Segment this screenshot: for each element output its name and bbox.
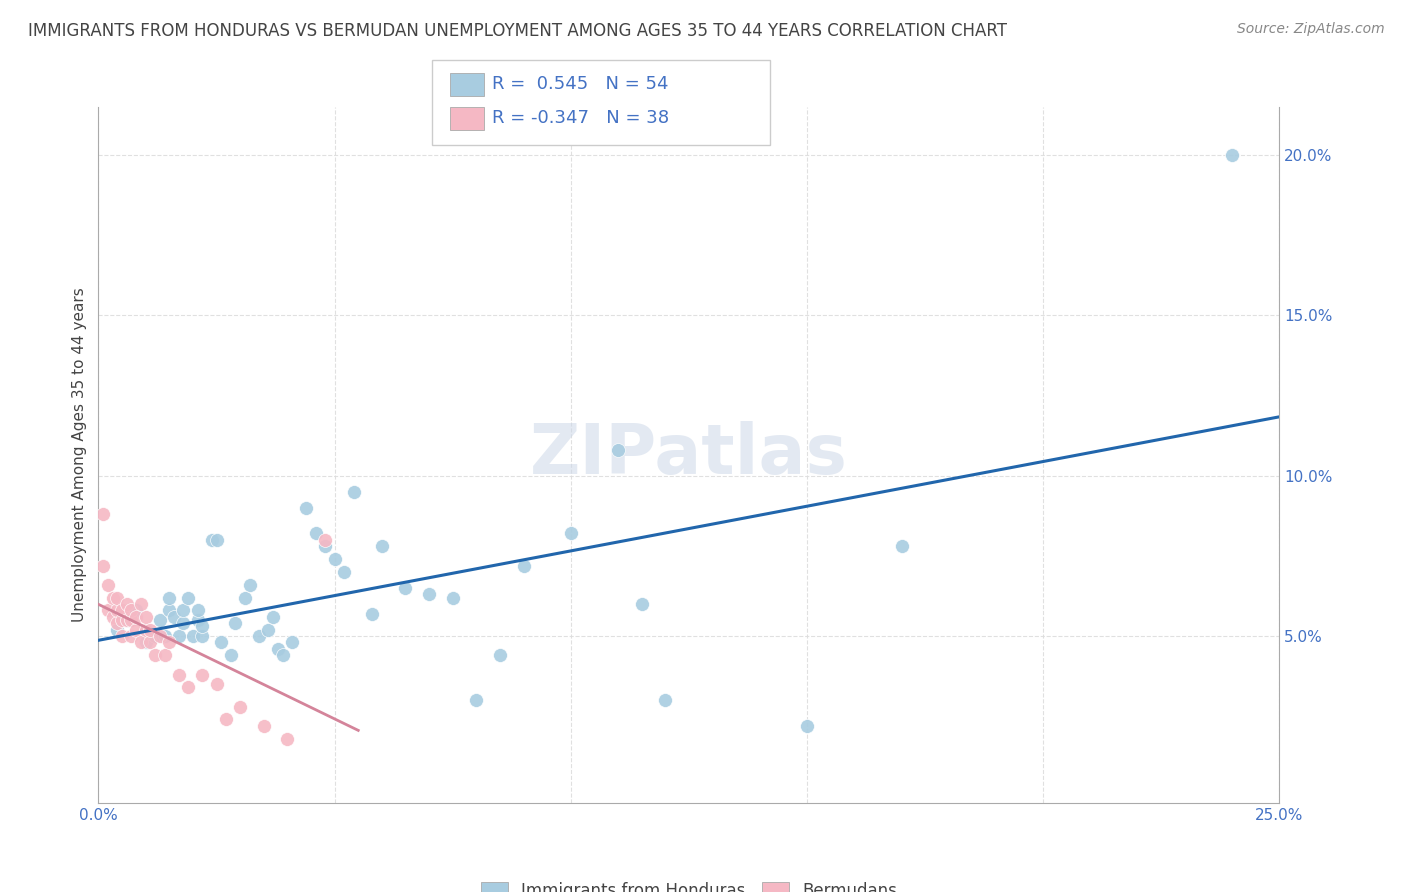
- Point: [115, 613, 138, 627]
- Point: [201, 533, 224, 547]
- Point: [342, 484, 364, 499]
- Point: [143, 648, 166, 663]
- Point: [215, 713, 238, 727]
- Point: [512, 558, 534, 573]
- Point: [115, 613, 138, 627]
- Point: [281, 635, 304, 649]
- Point: [105, 623, 128, 637]
- Point: [267, 641, 290, 656]
- Text: IMMIGRANTS FROM HONDURAS VS BERMUDAN UNEMPLOYMENT AMONG AGES 35 TO 44 YEARS CORR: IMMIGRANTS FROM HONDURAS VS BERMUDAN UNE…: [28, 22, 1007, 40]
- Point: [177, 681, 200, 695]
- Point: [187, 613, 209, 627]
- Point: [314, 533, 336, 547]
- Point: [257, 623, 280, 637]
- Point: [560, 526, 582, 541]
- Point: [167, 667, 190, 681]
- Point: [219, 648, 242, 663]
- Point: [91, 507, 114, 521]
- Point: [129, 635, 152, 649]
- Point: [630, 597, 652, 611]
- Point: [121, 613, 143, 627]
- Point: [305, 526, 328, 541]
- Point: [97, 603, 120, 617]
- Point: [129, 597, 152, 611]
- Point: [97, 578, 120, 592]
- Point: [361, 607, 384, 621]
- Point: [121, 603, 143, 617]
- Point: [224, 616, 246, 631]
- Point: [191, 629, 214, 643]
- Point: [205, 533, 228, 547]
- Point: [172, 616, 194, 631]
- Point: [187, 603, 209, 617]
- Point: [157, 603, 180, 617]
- Point: [91, 558, 114, 573]
- Point: [247, 629, 270, 643]
- Point: [489, 648, 512, 663]
- Point: [153, 629, 176, 643]
- Point: [394, 581, 416, 595]
- Point: [111, 603, 134, 617]
- Point: [205, 677, 228, 691]
- Point: [253, 719, 276, 733]
- Point: [323, 552, 346, 566]
- Point: [135, 635, 157, 649]
- Point: [105, 616, 128, 631]
- Text: ZIPatlas: ZIPatlas: [530, 421, 848, 489]
- Point: [101, 591, 124, 605]
- Point: [191, 667, 214, 681]
- Point: [181, 629, 204, 643]
- Point: [135, 623, 157, 637]
- Point: [153, 648, 176, 663]
- Point: [105, 603, 128, 617]
- Point: [157, 591, 180, 605]
- Legend: Immigrants from Honduras, Bermudans: Immigrants from Honduras, Bermudans: [472, 874, 905, 892]
- Point: [115, 597, 138, 611]
- Point: [135, 610, 157, 624]
- Point: [1220, 148, 1243, 162]
- Point: [276, 731, 298, 746]
- Point: [111, 629, 134, 643]
- Text: R =  0.545   N = 54: R = 0.545 N = 54: [492, 75, 669, 93]
- Point: [139, 635, 162, 649]
- Point: [101, 610, 124, 624]
- Point: [418, 587, 440, 601]
- Point: [465, 693, 488, 707]
- Point: [125, 610, 148, 624]
- Point: [229, 699, 252, 714]
- Point: [271, 648, 294, 663]
- Point: [262, 610, 284, 624]
- Point: [239, 578, 262, 592]
- Point: [314, 539, 336, 553]
- Point: [105, 591, 128, 605]
- Point: [890, 539, 912, 553]
- Point: [125, 603, 148, 617]
- Point: [143, 629, 166, 643]
- Point: [333, 565, 356, 579]
- Point: [209, 635, 232, 649]
- Point: [167, 629, 190, 643]
- Point: [163, 610, 186, 624]
- Point: [233, 591, 256, 605]
- Point: [172, 603, 194, 617]
- Text: R = -0.347   N = 38: R = -0.347 N = 38: [492, 109, 669, 127]
- Point: [191, 619, 214, 633]
- Point: [177, 591, 200, 605]
- Point: [125, 623, 148, 637]
- Point: [371, 539, 394, 553]
- Point: [149, 629, 172, 643]
- Point: [121, 629, 143, 643]
- Point: [139, 625, 162, 640]
- Point: [111, 613, 134, 627]
- Point: [441, 591, 464, 605]
- Point: [654, 693, 676, 707]
- Point: [139, 623, 162, 637]
- Text: Source: ZipAtlas.com: Source: ZipAtlas.com: [1237, 22, 1385, 37]
- Point: [295, 500, 318, 515]
- Y-axis label: Unemployment Among Ages 35 to 44 years: Unemployment Among Ages 35 to 44 years: [72, 287, 87, 623]
- Point: [157, 635, 180, 649]
- Point: [796, 719, 818, 733]
- Point: [607, 443, 630, 458]
- Point: [149, 613, 172, 627]
